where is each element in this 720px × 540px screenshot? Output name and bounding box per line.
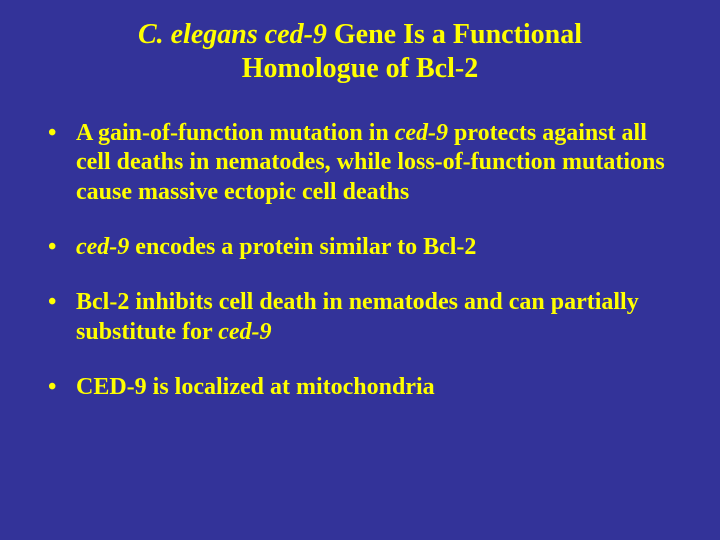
bullet-list: A gain-of-function mutation in ced-9 pro… — [48, 119, 672, 402]
slide-title: C. elegans ced-9 Gene Is a Functional Ho… — [88, 18, 632, 85]
list-item: ced-9 encodes a protein similar to Bcl-2 — [48, 233, 672, 262]
list-item: Bcl-2 inhibits cell death in nematodes a… — [48, 288, 672, 347]
list-item: CED-9 is localized at mitochondria — [48, 373, 672, 402]
slide: C. elegans ced-9 Gene Is a Functional Ho… — [0, 0, 720, 540]
list-item: A gain-of-function mutation in ced-9 pro… — [48, 119, 672, 207]
